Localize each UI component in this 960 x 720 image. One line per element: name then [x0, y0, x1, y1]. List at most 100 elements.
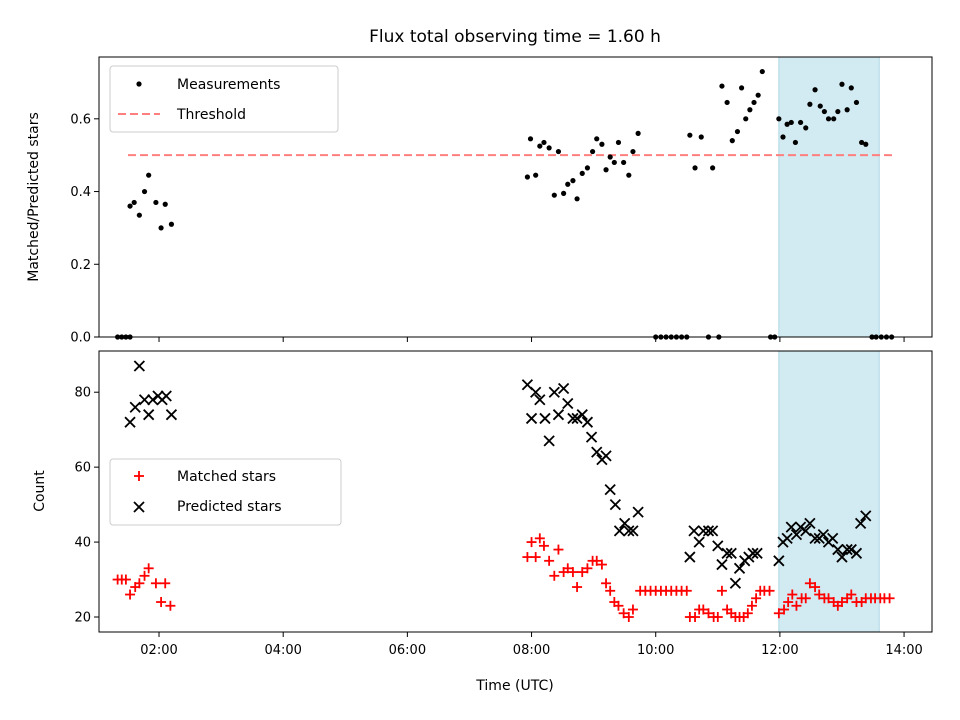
bottom-y-axis-label: Count: [32, 470, 48, 512]
matched-star-point: [160, 578, 171, 589]
predicted-star-point: [548, 386, 560, 398]
matched-star-point: [120, 574, 131, 585]
measurement-point: [853, 99, 860, 106]
y-tick-label: 60: [74, 461, 91, 476]
measurement-point: [859, 139, 865, 146]
measurement-point: [812, 87, 818, 93]
measurement-point: [607, 154, 613, 160]
measurement-point: [734, 128, 741, 135]
measurement-point: [739, 85, 745, 91]
matched-star-point: [562, 563, 573, 574]
predicted-star-point: [706, 525, 719, 537]
predicted-star-point: [790, 528, 803, 541]
predicted-star-point: [613, 525, 626, 537]
measurement-point: [537, 143, 543, 149]
measurement-point: [719, 83, 725, 89]
measurement-point: [759, 68, 765, 75]
measurements-legend-marker: [136, 81, 142, 87]
measurement-point: [797, 119, 804, 126]
predicted-star-point: [800, 525, 812, 537]
matched-star-point: [746, 600, 757, 611]
measurement-point: [603, 167, 609, 173]
predicted-star-point: [716, 558, 728, 571]
top-observing-window: [778, 56, 880, 338]
measurement-point: [729, 138, 735, 144]
predicted-star-point: [138, 394, 151, 406]
matched-star-point: [804, 578, 815, 589]
predicted-star-point: [632, 506, 644, 518]
measurement-point: [561, 190, 567, 196]
measurement-point: [565, 181, 571, 187]
bottom-legend-box: [109, 458, 342, 526]
predicted-star-point: [845, 543, 857, 556]
predicted-star-point: [576, 409, 588, 421]
measurement-point: [743, 116, 749, 122]
matched-star-point: [591, 555, 602, 566]
predicted-star-point: [809, 532, 821, 544]
matched-star-point: [526, 537, 537, 548]
matched-star-point: [618, 608, 629, 619]
matched-star-point: [791, 600, 802, 611]
predicted-star-point: [725, 547, 737, 559]
matched-star-point: [814, 589, 825, 600]
measurement-point: [570, 178, 576, 184]
predicted-star-point: [543, 435, 555, 447]
measurement-point: [698, 134, 704, 140]
predicted-star-point: [747, 547, 759, 559]
matched-star-point: [534, 533, 545, 544]
predicted-star-point: [627, 525, 639, 537]
matched-star-point: [156, 597, 167, 608]
matched-star-point: [698, 604, 709, 615]
predicted-star-point: [688, 525, 700, 537]
y-tick-label: 0.4: [70, 185, 91, 200]
top-y-axis: 0.0 0.2 0.4 0.6: [70, 112, 99, 346]
measurements-legend-label: Measurements: [177, 77, 280, 93]
predicted-star-point: [773, 555, 785, 567]
measurement-point: [136, 212, 142, 218]
measurement-point: [710, 165, 716, 171]
predicted-star-point: [552, 409, 565, 421]
predicted-star-point: [804, 517, 816, 529]
matched-star-point: [716, 585, 727, 596]
bottom-observing-window: [778, 350, 880, 633]
predicted-star-point: [693, 536, 705, 548]
predicted-star-point: [832, 543, 844, 556]
bottom-panel: 20 40 60 80 02:00 04:00 06:00 08:00 10:00 12:00 1…: [32, 350, 933, 694]
measurement-point: [788, 119, 794, 126]
matched-star-point: [165, 600, 176, 611]
predicted-star-point: [684, 551, 696, 563]
top-panel: 0.0 0.2 0.4 0.6 Matched/Predicted stars Mea…: [26, 56, 933, 346]
predicted-star-point: [539, 412, 551, 425]
predicted-star-point: [836, 551, 848, 563]
predicted-star-point: [129, 401, 141, 413]
matched-star-point: [690, 612, 701, 623]
predicted-star-point: [794, 521, 807, 533]
measurement-point: [158, 225, 164, 231]
predicted-star-point: [525, 412, 538, 425]
matched-star-point: [846, 589, 857, 600]
top-points: [115, 68, 895, 340]
x-tick-label: 08:00: [513, 643, 550, 658]
measurement-point: [831, 116, 837, 122]
matched-star-point: [538, 540, 549, 551]
matched-star-point: [582, 563, 593, 574]
matched-star-point: [836, 597, 847, 608]
predicted-star-point: [585, 431, 598, 443]
predicted-star-point: [817, 528, 829, 541]
predicted-star-point: [697, 525, 709, 537]
predicted-star-point: [133, 360, 145, 372]
measurement-point: [611, 159, 617, 166]
predicted-star-point: [143, 409, 155, 421]
matched-star-point: [712, 612, 723, 623]
predicted-star-point: [124, 416, 136, 428]
measurement-point: [817, 103, 823, 109]
predicted-star-point: [785, 521, 797, 533]
y-tick-label: 80: [74, 386, 91, 401]
measurement-point: [127, 203, 133, 209]
predicted-star-point: [530, 386, 542, 398]
predicted-star-point: [781, 532, 793, 544]
predicted-star-point: [534, 394, 546, 406]
predicted-star-point: [721, 547, 733, 559]
matched-star-point: [596, 559, 607, 570]
measurement-point: [687, 132, 693, 138]
